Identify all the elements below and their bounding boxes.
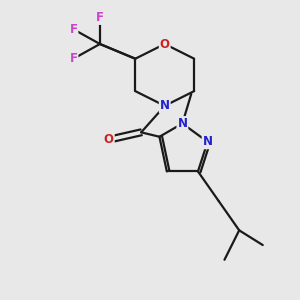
Text: N: N bbox=[160, 99, 170, 112]
Text: F: F bbox=[69, 23, 77, 36]
Text: N: N bbox=[202, 135, 213, 148]
Text: N: N bbox=[177, 117, 188, 130]
Text: F: F bbox=[69, 52, 77, 65]
Text: O: O bbox=[104, 133, 114, 146]
Text: F: F bbox=[96, 11, 104, 24]
Text: O: O bbox=[160, 38, 170, 50]
